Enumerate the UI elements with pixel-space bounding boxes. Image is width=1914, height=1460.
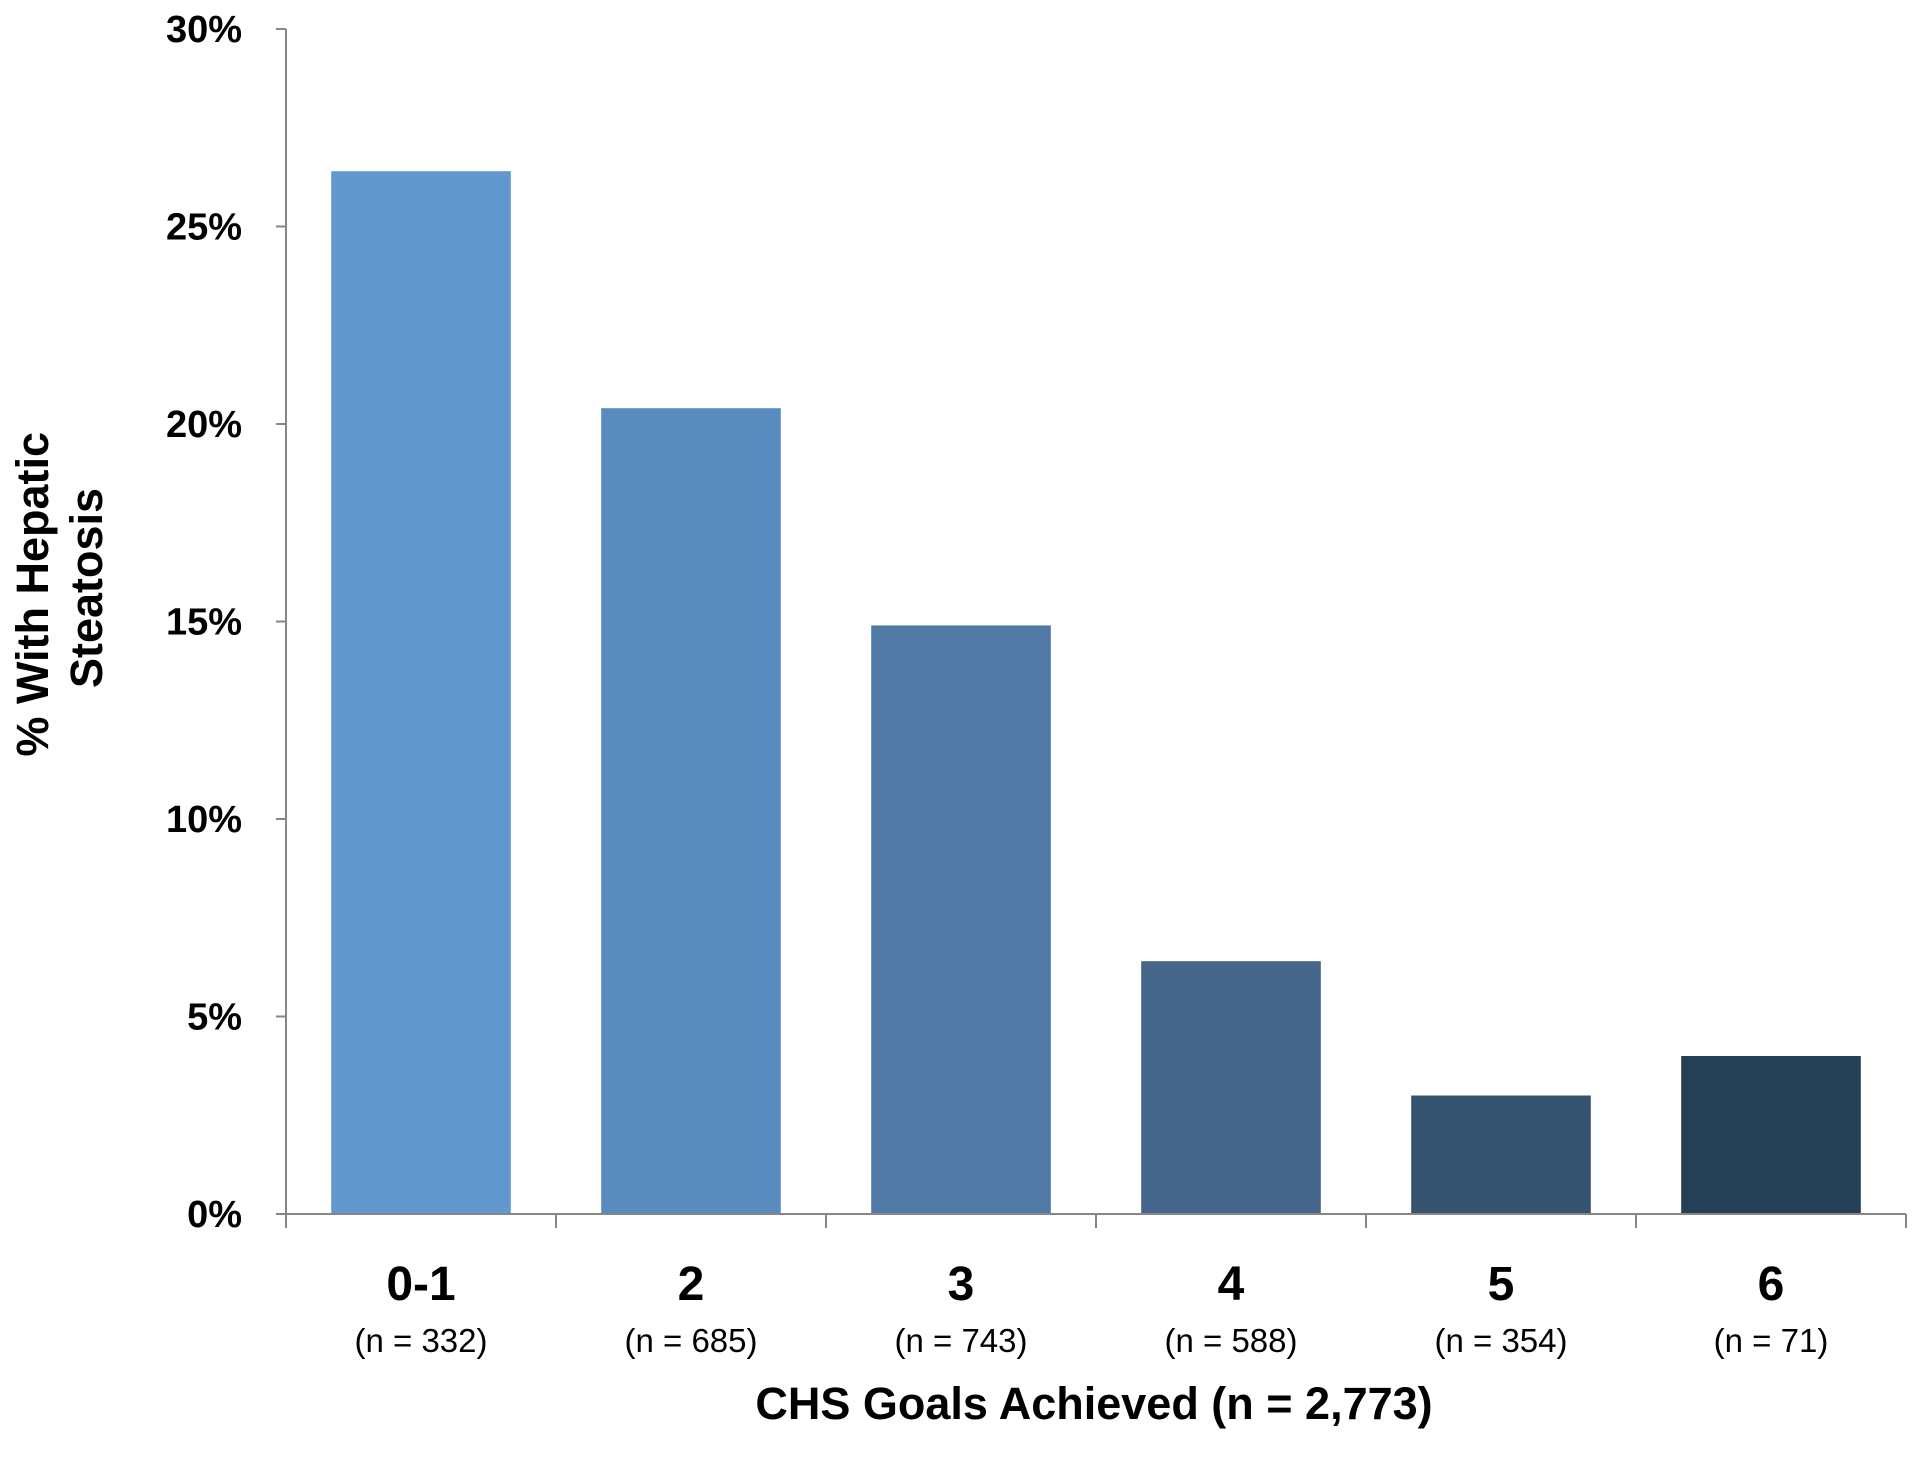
x-category-sublabel: (n = 332) [355,1322,488,1359]
x-category-label: 3 [948,1258,975,1311]
y-tick-label: 30% [166,9,242,51]
x-category-sublabel: (n = 354) [1435,1322,1568,1359]
x-category-label: 4 [1218,1258,1245,1311]
y-tick-label: 5% [187,997,242,1039]
x-category-label: 2 [678,1258,705,1311]
x-category-label: 5 [1488,1258,1515,1311]
x-category-sublabel: (n = 71) [1714,1322,1829,1359]
y-axis-title: % With Hepatic Steatosis [7,419,112,756]
x-category-label: 0-1 [386,1258,455,1311]
x-axis-title: CHS Goals Achieved (n = 2,773) [755,1378,1432,1429]
y-axis-title-line-2: Steatosis [61,488,112,688]
bar-5 [1411,1095,1591,1214]
bar-4 [1141,961,1321,1214]
bar-3 [871,625,1051,1214]
y-tick-label: 20% [166,404,242,446]
y-tick-label: 15% [166,602,242,644]
y-tick-label: 10% [166,799,242,841]
y-tick-labels: 0% 5% 10% 15% 20% 25% 30% [166,9,242,1236]
y-tick-label: 0% [187,1194,242,1236]
x-category-label: 6 [1758,1258,1785,1311]
x-category-sublabel: (n = 685) [625,1322,758,1359]
axes-group [276,28,1907,1228]
bar-6 [1681,1056,1861,1214]
y-axis-title-line-1: % With Hepatic [7,432,58,757]
bars-group [331,171,1861,1215]
x-category-sublabel: (n = 743) [895,1322,1028,1359]
x-category-labels: 0-1 (n = 332) 2 (n = 685) 3 (n = 743) 4 (n = 58… [355,1258,1829,1359]
x-category-sublabel: (n = 588) [1165,1322,1298,1359]
bar-0-1 [331,171,511,1215]
bar-2 [601,408,781,1214]
y-tick-label: 25% [166,207,242,249]
